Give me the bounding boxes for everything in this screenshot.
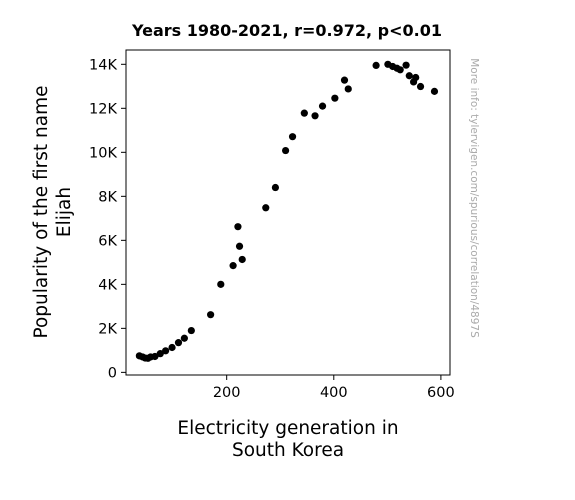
x-axis-label-line-2: South Korea [232,440,344,461]
data-point [331,94,339,102]
y-tick-label: 0 [108,365,117,381]
data-point [235,242,244,250]
data-point [416,82,425,91]
data-point [311,112,319,120]
x-axis-label-line-1: Electricity generation in [177,418,398,439]
data-points [135,60,439,362]
data-point [288,133,297,141]
data-point [412,73,420,82]
y-tick-label: 8K [98,189,117,205]
data-point [271,183,280,192]
y-tick-label: 2K [98,321,117,337]
source-note: More info: tylervigen.com/spurious/corre… [468,58,480,338]
y-tick-label: 4K [98,277,117,293]
data-point [156,350,164,358]
data-point [217,280,225,288]
data-point [318,102,327,110]
data-point [281,146,290,155]
plot-frame [125,49,451,376]
x-tick-label: 200 [213,385,241,401]
chart-title: Years 1980-2021, r=0.972, p<0.01 [131,21,442,40]
data-point [300,109,308,117]
data-point [168,343,176,352]
data-point [402,61,410,69]
data-point [344,85,352,93]
y-axis-label-line-1: Popularity of the first name [31,85,52,338]
x-axis: 200 400 600 [213,375,455,401]
x-tick-label: 400 [320,385,348,401]
data-point [229,262,237,270]
data-point [207,311,215,319]
data-point [262,204,270,212]
data-point [234,223,242,231]
data-point [340,76,349,84]
data-point [405,72,413,80]
data-point [174,339,183,347]
data-point [187,326,195,335]
data-point [162,347,170,355]
y-tick-label: 12K [89,101,117,117]
data-point [151,352,159,361]
data-point [372,61,380,70]
data-point [396,66,404,74]
y-tick-label: 14K [89,57,117,73]
y-axis: 0 2K 4K 6K 8K 10K 12K 14K [89,57,126,381]
y-axis-label-line-2: Elijah [54,187,75,237]
data-point [238,255,246,264]
data-point [180,334,188,342]
y-tick-label: 10K [89,145,117,161]
data-point [430,87,439,95]
x-tick-label: 600 [427,385,455,401]
y-tick-label: 6K [98,233,117,249]
